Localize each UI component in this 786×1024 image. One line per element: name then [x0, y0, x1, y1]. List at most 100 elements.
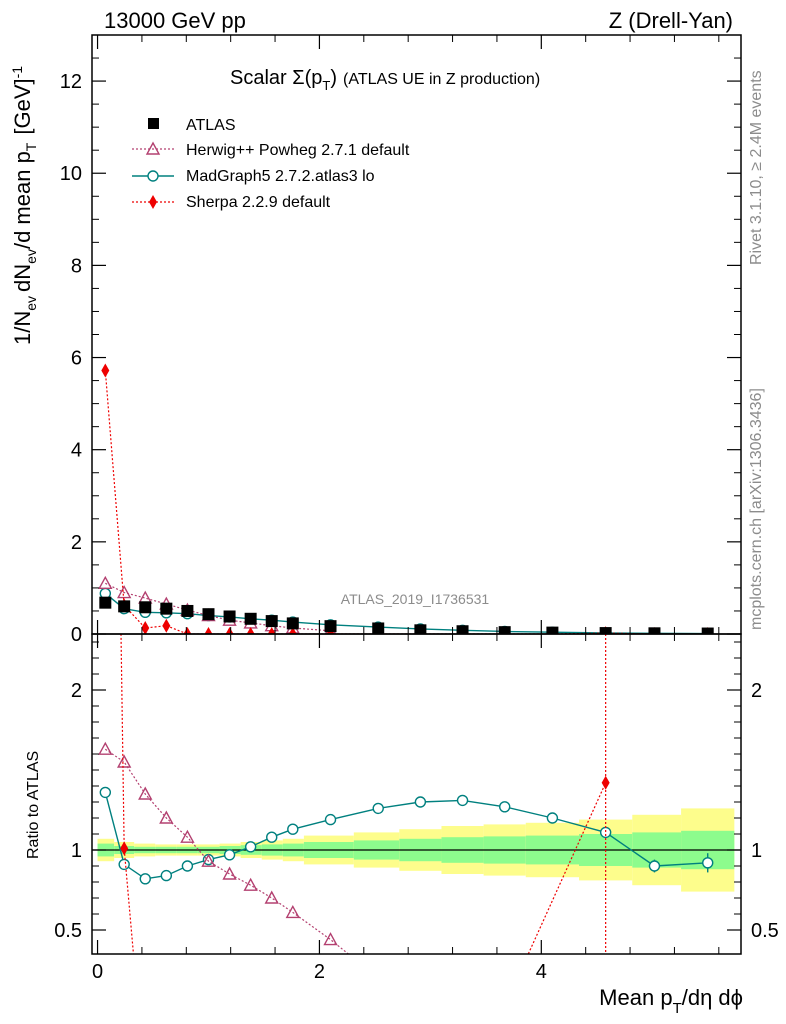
atlas-point [286, 617, 299, 630]
x-tick-label: 2 [314, 961, 325, 983]
atlas-point [414, 624, 427, 634]
atlas-point [546, 626, 559, 634]
atlas-point [372, 622, 385, 634]
madgraph-point-ratio [266, 831, 278, 843]
y-tick-label-main: 4 [71, 440, 82, 462]
atlas-point [648, 627, 661, 634]
herwig-point-ratio [264, 890, 279, 904]
y-tick-label-ratio-right: 1 [751, 840, 762, 862]
legend-label-atlas: ATLAS [186, 117, 236, 134]
y-tick-label-main: 0 [71, 624, 82, 646]
madgraph-point-ratio [414, 796, 427, 808]
y-tick-label-main: 12 [60, 71, 82, 93]
sherpa-point-main [225, 627, 234, 634]
legend-label-sherpa: Sherpa 2.2.9 default [186, 194, 331, 211]
header-right: Z (Drell-Yan) [609, 8, 733, 33]
atlas-point [265, 615, 278, 628]
y-tick-label-ratio-right: 2 [751, 680, 762, 702]
herwig-point-main [98, 575, 113, 590]
sherpa-point-main [204, 627, 213, 634]
madgraph-point-ratio [287, 823, 299, 835]
y-tick-label-ratio: 2 [71, 680, 82, 702]
sherpa-point-main [246, 627, 255, 634]
atlas-point [701, 627, 714, 634]
herwig-point-ratio [116, 754, 132, 768]
sherpa-point-main [162, 618, 171, 633]
legend-entry-sherpa: Sherpa 2.2.9 default [132, 194, 331, 211]
series-atlas-main [99, 596, 714, 634]
herwig-point-main [116, 585, 132, 599]
herwig-point-ratio [138, 786, 153, 800]
y-axis-label-main: 1/NevdNev/d mean pT[GeV]-1 [9, 66, 39, 345]
madgraph-point-ratio [139, 873, 151, 885]
sherpa-point-main [267, 627, 276, 634]
atlas-point [324, 620, 337, 633]
madgraph-point-ratio [223, 849, 236, 861]
atlas-point [181, 604, 194, 617]
madgraph-point-ratio [181, 860, 194, 872]
madgraph-point-ratio [372, 802, 384, 815]
sherpa-line-ratio [120, 634, 607, 954]
legend-marker-madgraph [147, 170, 159, 182]
herwig-point-ratio [222, 866, 237, 880]
herwig-point-ratio [180, 829, 195, 843]
ratio-uncertainty-bands [92, 808, 741, 892]
madgraph-point-ratio [99, 786, 112, 799]
atlas-point [223, 610, 236, 623]
madgraph-point-ratio [456, 794, 469, 807]
y-tick-label-ratio: 1 [71, 840, 82, 862]
herwig-line-ratio [104, 748, 350, 954]
series-herwig-main [98, 575, 337, 634]
plot-title: Scalar Σ(pT) (ATLAS UE in Z production) [230, 67, 540, 93]
atlas-point [498, 626, 511, 634]
y-tick-label-main: 2 [71, 532, 82, 554]
legend-entry-atlas: ATLAS [148, 117, 236, 134]
madgraph-point-ratio [244, 841, 257, 853]
sherpa-point-main [288, 627, 297, 634]
series-sherpa-ratio [120, 634, 610, 954]
madgraph-point-ratio [118, 858, 130, 871]
sherpa-point-main [183, 627, 192, 634]
sherpa-point-ratio [120, 841, 129, 856]
sherpa-point-main [141, 621, 150, 634]
x-tick-label: 4 [536, 961, 547, 983]
atlas-point [244, 612, 257, 625]
y-axis-label-ratio: Ratio to ATLAS [25, 751, 42, 859]
legend-entry-madgraph: MadGraph5 2.7.2.atlas3 lo [132, 168, 375, 185]
y-tick-label-ratio-right: 0.5 [751, 920, 779, 942]
y-tick-label-ratio: 0.5 [54, 920, 82, 942]
legend-marker-herwig [145, 141, 161, 155]
atlas-point [202, 608, 215, 621]
legend: ATLAS Herwig++ Powheg 2.7.1 default MadG… [132, 117, 410, 211]
atlas-point [99, 596, 112, 609]
x-tick-label: 0 [92, 961, 103, 983]
y-tick-label-main: 8 [71, 255, 82, 277]
legend-marker-sherpa [149, 195, 157, 209]
y-tick-label-main: 10 [60, 163, 82, 185]
sherpa-point-main [101, 363, 110, 378]
series-herwig-ratio [98, 741, 350, 954]
madgraph-point-ratio [546, 812, 559, 824]
x-axis-label: Mean pT/dη dϕ [599, 985, 743, 1017]
atlas-point [456, 625, 469, 634]
legend-marker-atlas [148, 118, 159, 129]
herwig-point-ratio [159, 810, 174, 824]
herwig-point-ratio [285, 904, 300, 919]
herwig-point-ratio [98, 741, 113, 755]
y-tick-label-main: 6 [71, 348, 82, 370]
mcplots-label: mcplots.cern.ch [arXiv:1306.3436] [748, 388, 765, 630]
atlas-point [139, 601, 152, 614]
atlas-point [160, 602, 173, 615]
series-madgraph-ratio [99, 786, 714, 885]
madgraph-point-ratio [702, 857, 714, 869]
madgraph-point-ratio [648, 860, 661, 872]
atlas-point [118, 600, 131, 613]
madgraph-point-ratio [160, 869, 173, 882]
rivet-label: Rivet 3.1.10, ≥ 2.4M events [748, 70, 765, 265]
legend-label-herwig: Herwig++ Powheg 2.7.1 default [186, 142, 410, 159]
legend-label-madgraph: MadGraph5 2.7.2.atlas3 lo [186, 168, 375, 185]
madgraph-point-ratio [498, 801, 511, 813]
herwig-point-ratio [323, 932, 338, 946]
